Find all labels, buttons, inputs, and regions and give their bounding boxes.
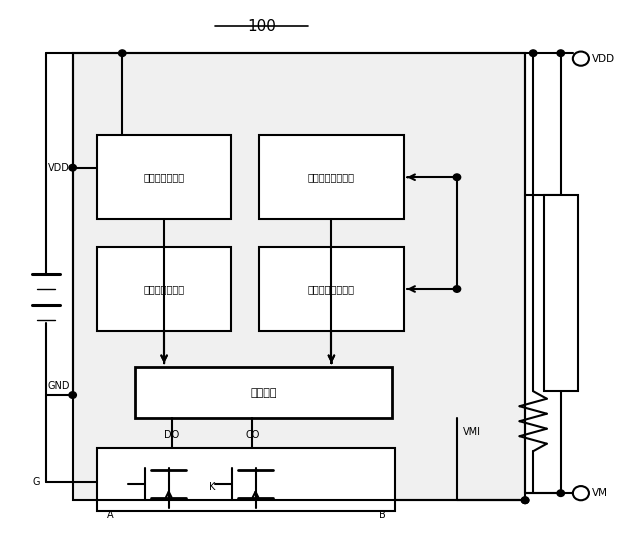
Text: 电池充电器: 电池充电器 <box>556 279 565 306</box>
Circle shape <box>69 164 77 171</box>
Circle shape <box>521 497 529 504</box>
Text: VDD: VDD <box>592 54 615 64</box>
Circle shape <box>557 490 564 496</box>
Text: VDD: VDD <box>48 163 70 173</box>
Text: VMI: VMI <box>463 427 481 437</box>
Text: DO: DO <box>164 430 179 440</box>
Circle shape <box>557 50 564 56</box>
Bar <box>73 53 525 500</box>
Circle shape <box>453 174 460 180</box>
Bar <box>97 247 231 331</box>
Circle shape <box>530 50 537 56</box>
Text: A: A <box>107 510 113 520</box>
Text: GND: GND <box>47 381 70 391</box>
Text: B: B <box>379 510 386 520</box>
Text: CO: CO <box>245 430 260 440</box>
Circle shape <box>118 50 126 56</box>
Text: 放电过流检测电路: 放电过流检测电路 <box>308 284 355 294</box>
Text: K: K <box>209 482 216 492</box>
Circle shape <box>69 392 77 398</box>
Text: VM: VM <box>592 488 608 498</box>
Text: G: G <box>32 477 40 487</box>
Bar <box>259 135 404 220</box>
Circle shape <box>521 497 529 504</box>
Text: 控制电路: 控制电路 <box>250 387 277 398</box>
Bar <box>259 247 404 331</box>
Text: 充电过流检测电路: 充电过流检测电路 <box>308 172 355 182</box>
Text: 过放电检测电路: 过放电检测电路 <box>143 284 184 294</box>
Bar <box>97 448 395 511</box>
Text: 过充电检测电路: 过充电检测电路 <box>143 172 184 182</box>
Text: 100: 100 <box>247 19 276 34</box>
Bar <box>135 367 392 419</box>
Bar <box>544 195 578 391</box>
Bar <box>97 135 231 220</box>
Circle shape <box>453 286 460 292</box>
